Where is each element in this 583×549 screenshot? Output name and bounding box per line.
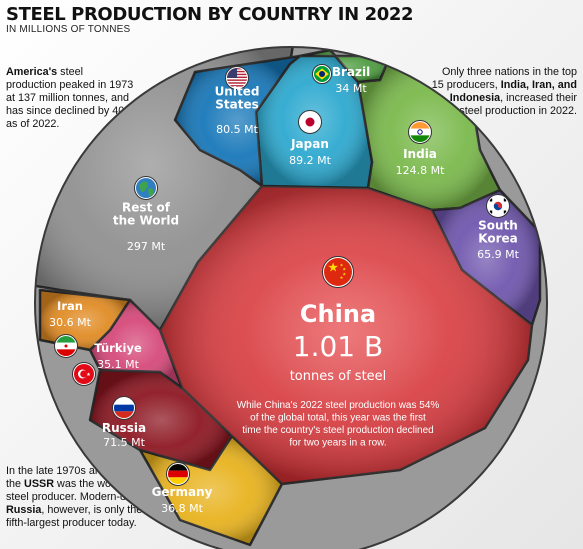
chart-title: STEEL PRODUCTION BY COUNTRY IN 2022 xyxy=(6,4,414,25)
circle-outline xyxy=(34,46,548,549)
cell-name-germany: Germany xyxy=(152,485,213,499)
cell-value-united-states: 80.5 Mt xyxy=(216,123,258,136)
cell-name-japan: Japan xyxy=(290,137,329,151)
germany-flag-icon xyxy=(166,462,190,486)
brazil-flag-icon xyxy=(312,64,332,84)
globe-icon xyxy=(134,176,158,200)
cell-sheen-united-states xyxy=(175,56,300,186)
note-china-line: of the global total, this year was the f… xyxy=(250,413,426,424)
svg-text:★: ★ xyxy=(327,259,338,274)
cell-value-turkiye: 35.1 Mt xyxy=(97,358,139,371)
svg-text:★: ★ xyxy=(340,262,344,267)
note-china: While China's 2022 steel production was … xyxy=(237,400,440,449)
note-ussr-post: , however, is only the fifth-largest pro… xyxy=(6,504,143,529)
note-us-bold: America's xyxy=(6,66,58,78)
turkey-flag-icon: ★ xyxy=(72,362,96,386)
cell-sheen-south-korea xyxy=(432,190,540,325)
note-top15-pre: Only three nations in the top 15 produce… xyxy=(431,66,577,91)
svg-text:★: ★ xyxy=(86,372,91,378)
note-china-line: for two years in a row. xyxy=(289,438,386,449)
note-top15-bold: India, Iran, and Indonesia xyxy=(449,79,577,104)
svg-text:★: ★ xyxy=(342,272,346,277)
cell-value-japan: 89.2 Mt xyxy=(289,154,331,167)
us-flag-icon xyxy=(225,66,249,90)
note-china-line: While China's 2022 steel production was … xyxy=(237,400,440,411)
cell-value-brazil: 34 Mt xyxy=(335,82,367,95)
iran-flag-icon xyxy=(54,334,78,358)
cell-name-iran: Iran xyxy=(57,299,83,313)
india-flag-icon xyxy=(408,120,432,144)
note-us-text: steel production peaked in 1973 at 137 m… xyxy=(6,66,134,130)
svg-text:★: ★ xyxy=(342,267,346,272)
cell-name-line-rest-of-the-world: Rest of xyxy=(122,200,171,214)
japan-flag-icon xyxy=(298,110,322,134)
cell-name-line-united-states: States xyxy=(215,98,259,112)
cell-name-rest-of-the-world: Rest of the World xyxy=(113,200,179,227)
south-korea-flag-icon xyxy=(486,194,510,218)
china-flag-icon: ★ ★★★★ xyxy=(322,256,354,288)
cell-value-south-korea: 65.9 Mt xyxy=(477,248,519,261)
svg-text:★: ★ xyxy=(340,275,344,280)
cell-value-germany: 36.8 Mt xyxy=(161,502,203,515)
note-ussr-bold-1: USSR xyxy=(24,478,55,490)
note-ussr-bold-2: Russia xyxy=(6,504,42,516)
cell-sheen-russia xyxy=(90,370,232,470)
cell-value-india: 124.8 Mt xyxy=(396,164,445,177)
cell-value-iran: 30.6 Mt xyxy=(49,316,91,329)
cell-name-turkiye: Türkiye xyxy=(94,341,142,355)
cell-name-line-south-korea: South xyxy=(478,218,518,232)
cell-unit-china: tonnes of steel xyxy=(290,369,387,384)
cell-sheen-turkiye xyxy=(90,300,182,388)
cell-name-india: India xyxy=(403,147,437,161)
cell-name-line-rest-of-the-world: the World xyxy=(113,214,179,228)
cell-name-united-states: United States xyxy=(215,84,260,111)
cell-value-china: 1.01 B xyxy=(293,330,383,363)
cell-name-south-korea: South Korea xyxy=(478,218,518,245)
chart-subtitle: IN MILLIONS OF TONNES xyxy=(6,24,131,35)
cell-name-line-united-states: United xyxy=(215,84,260,98)
cell-name-russia: Russia xyxy=(102,421,146,435)
cell-name-brazil: Brazil xyxy=(332,65,370,79)
russia-flag-icon xyxy=(112,396,136,420)
cell-name-line-south-korea: Korea xyxy=(478,232,518,246)
china-glow xyxy=(160,186,532,484)
cell-value-russia: 71.5 Mt xyxy=(103,436,145,449)
cell-value-rest-of-the-world: 297 Mt xyxy=(127,240,166,253)
note-china-line: time the country's steel production decl… xyxy=(242,425,433,436)
cell-name-china: China xyxy=(300,300,376,328)
note-us-steel: America's steel production peaked in 197… xyxy=(6,66,136,131)
